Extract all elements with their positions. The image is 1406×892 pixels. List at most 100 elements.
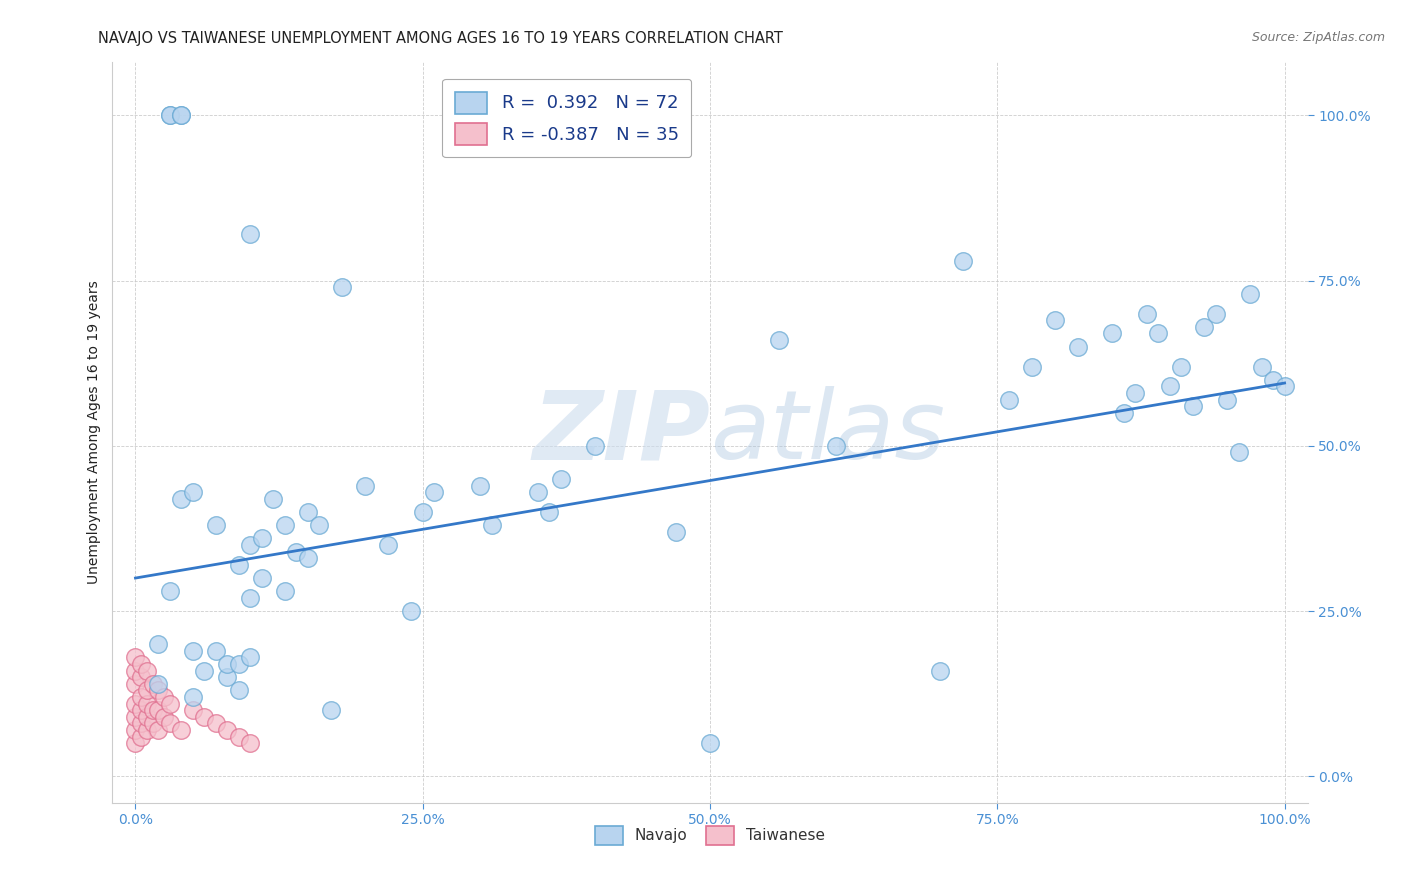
Point [825, 439, 848, 453]
Point [1261, 373, 1284, 387]
Point [153, 710, 176, 724]
Point [170, 108, 193, 122]
Point [181, 485, 204, 500]
Point [664, 524, 686, 539]
Point [124, 677, 146, 691]
Point [136, 710, 159, 724]
Text: ZIP: ZIP [531, 386, 710, 479]
Point [129, 730, 152, 744]
Point [142, 716, 165, 731]
Point [470, 478, 492, 492]
Point [998, 392, 1021, 407]
Point [159, 697, 181, 711]
Point [159, 108, 181, 122]
Point [1227, 445, 1250, 459]
Point [354, 478, 377, 492]
Point [1067, 340, 1090, 354]
Point [170, 108, 193, 122]
Point [239, 650, 262, 665]
Point [181, 690, 204, 704]
Point [181, 703, 204, 717]
Point [526, 485, 548, 500]
Point [1147, 326, 1170, 341]
Point [136, 664, 159, 678]
Point [550, 472, 572, 486]
Point [1123, 386, 1146, 401]
Point [1159, 379, 1181, 393]
Point [239, 591, 262, 605]
Point [124, 697, 146, 711]
Point [129, 716, 152, 731]
Point [205, 518, 228, 533]
Point [129, 703, 152, 717]
Point [124, 710, 146, 724]
Point [274, 584, 297, 599]
Point [124, 664, 146, 678]
Point [1043, 313, 1066, 327]
Point [297, 551, 319, 566]
Point [308, 518, 330, 533]
Point [129, 690, 152, 704]
Point [217, 670, 239, 684]
Point [148, 637, 170, 651]
Point [129, 670, 152, 684]
Point [1274, 379, 1296, 393]
Point [285, 544, 308, 558]
Point [228, 657, 250, 671]
Point [1136, 307, 1159, 321]
Legend: Navajo, Taiwanese: Navajo, Taiwanese [589, 820, 831, 851]
Point [142, 703, 165, 717]
Point [181, 644, 204, 658]
Point [1170, 359, 1192, 374]
Point [136, 697, 159, 711]
Point [124, 650, 146, 665]
Point [699, 736, 721, 750]
Point [1192, 319, 1215, 334]
Point [330, 280, 353, 294]
Point [768, 333, 790, 347]
Point [136, 683, 159, 698]
Point [124, 723, 146, 737]
Y-axis label: Unemployment Among Ages 16 to 19 years: Unemployment Among Ages 16 to 19 years [87, 281, 101, 584]
Point [1181, 399, 1204, 413]
Point [1101, 326, 1123, 341]
Point [193, 664, 215, 678]
Point [148, 677, 170, 691]
Text: NAVAJO VS TAIWANESE UNEMPLOYMENT AMONG AGES 16 TO 19 YEARS CORRELATION CHART: NAVAJO VS TAIWANESE UNEMPLOYMENT AMONG A… [98, 31, 783, 46]
Point [297, 505, 319, 519]
Text: atlas: atlas [710, 386, 945, 479]
Point [153, 690, 176, 704]
Point [250, 532, 273, 546]
Point [250, 571, 273, 585]
Point [412, 505, 434, 519]
Point [423, 485, 446, 500]
Point [205, 644, 228, 658]
Point [583, 439, 606, 453]
Point [1205, 307, 1227, 321]
Text: Source: ZipAtlas.com: Source: ZipAtlas.com [1251, 31, 1385, 45]
Point [1021, 359, 1043, 374]
Point [952, 253, 974, 268]
Point [928, 664, 950, 678]
Point [142, 677, 165, 691]
Point [148, 723, 170, 737]
Point [1250, 359, 1272, 374]
Point [1239, 286, 1261, 301]
Point [217, 657, 239, 671]
Point [148, 703, 170, 717]
Point [538, 505, 561, 519]
Point [170, 491, 193, 506]
Point [481, 518, 503, 533]
Point [1112, 406, 1135, 420]
Point [274, 518, 297, 533]
Point [159, 716, 181, 731]
Point [159, 584, 181, 599]
Point [193, 710, 215, 724]
Point [217, 723, 239, 737]
Point [239, 538, 262, 552]
Point [228, 730, 250, 744]
Point [159, 108, 181, 122]
Point [124, 736, 146, 750]
Point [170, 723, 193, 737]
Point [228, 558, 250, 572]
